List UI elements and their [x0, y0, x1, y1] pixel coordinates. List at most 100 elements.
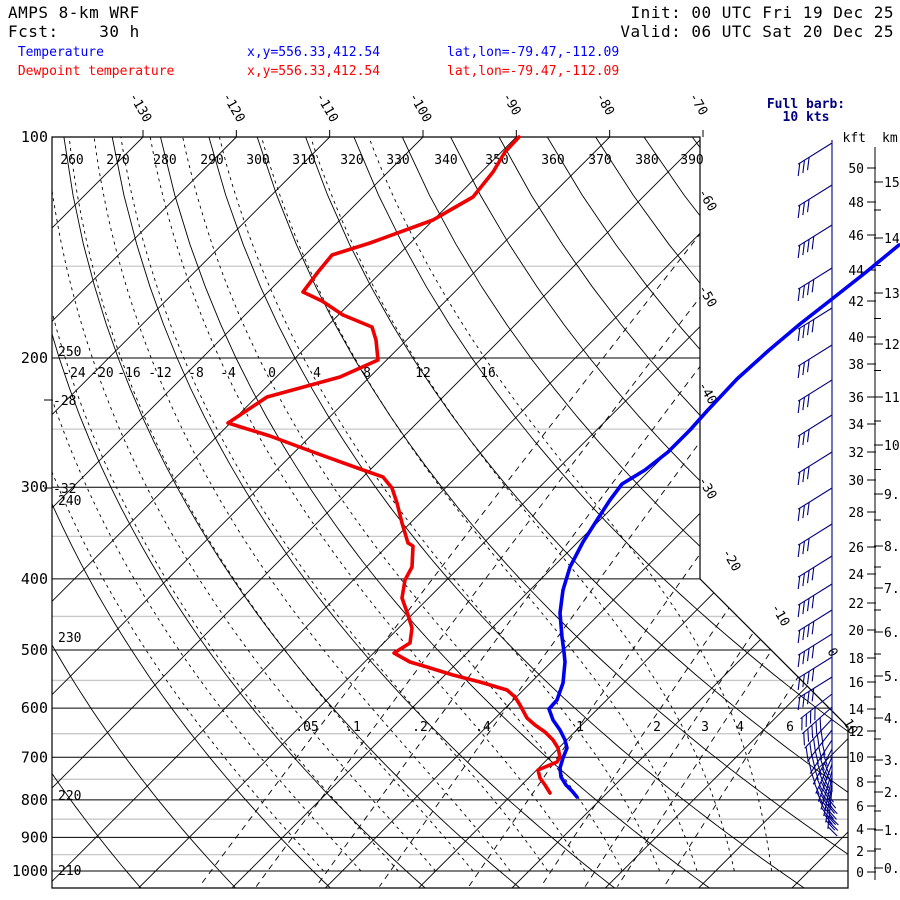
- mixing-ratio-line: [540, 137, 848, 887]
- wind-barb: [801, 706, 833, 735]
- isotherm-line: [138, 137, 848, 888]
- legend-dewpoint-label: Dewpoint temperature: [10, 64, 175, 79]
- dry-adiabat-line: [450, 137, 848, 888]
- wind-barb: [797, 379, 833, 402]
- wind-barb-feather: [802, 160, 805, 174]
- wind-barb-feather: [797, 604, 801, 618]
- wind-barb: [797, 609, 833, 632]
- isotherm-line: [52, 137, 144, 888]
- dry-adiabat-label-top: 330: [386, 153, 409, 168]
- wind-barb-feather: [806, 691, 810, 705]
- forecast-hour: Fcst: 30 h: [8, 22, 140, 41]
- wind-barb-feather: [797, 163, 801, 177]
- dry-adiabat-label-left: 210: [58, 864, 81, 879]
- wind-barb-feather: [802, 397, 805, 411]
- moist-adiabat-line: [93, 137, 511, 872]
- wind-barb-feather: [806, 598, 810, 612]
- km-label: 4.: [884, 712, 900, 727]
- wind-barb-feather: [811, 567, 815, 581]
- dry-adiabat-line: [0, 137, 47, 890]
- wind-barb-feather: [821, 742, 826, 756]
- wind-barb-feather: [802, 242, 805, 256]
- isotherm-label-top: -110: [312, 91, 341, 126]
- dry-adiabat-label-top: 270: [106, 153, 129, 168]
- mixing-ratio-line: [617, 137, 848, 887]
- wind-barb-feather: [797, 288, 801, 302]
- mixing-ratio-label: .2: [412, 720, 428, 735]
- wind-barb-feather: [828, 820, 839, 831]
- wind-barb: [815, 756, 833, 794]
- wind-barb-feather: [819, 717, 822, 731]
- wind-barb-feather: [797, 435, 801, 449]
- wind-barb-feather: [806, 671, 810, 685]
- moist-adiabat-line: [52, 137, 437, 872]
- dry-adiabat-line: [353, 137, 848, 888]
- wind-barb-feather: [806, 157, 810, 171]
- wind-barb-feather: [813, 782, 820, 795]
- moist-adiabat-line: [52, 137, 399, 872]
- wind-barb-feather: [797, 365, 801, 379]
- pressure-label: 300: [21, 478, 48, 496]
- wind-barb: [817, 763, 833, 802]
- kft-label: 20: [848, 624, 864, 639]
- isotherm-line: [52, 137, 704, 888]
- mixing-ratio-label: 6: [786, 720, 794, 735]
- kft-label: 28: [848, 506, 864, 521]
- kft-label: 40: [848, 331, 864, 346]
- wind-barb: [800, 693, 833, 720]
- pressure-label: 900: [21, 828, 48, 846]
- isotherm-label-right: -20: [719, 547, 744, 575]
- pressure-label: 700: [21, 748, 48, 766]
- kft-label: 50: [848, 162, 864, 177]
- moist-adiabat-line: [149, 137, 586, 872]
- wind-barb-feather: [806, 239, 810, 253]
- kft-label: 26: [848, 541, 864, 556]
- kft-label: 48: [848, 196, 864, 211]
- wind-barb-feather: [806, 538, 810, 552]
- moist-adiabat-label: -20: [90, 366, 113, 381]
- wind-barb: [804, 718, 833, 749]
- wind-barb-feather: [811, 595, 815, 609]
- wind-barb: [827, 788, 833, 829]
- km-label: 13.: [884, 287, 900, 302]
- wind-barb-feather: [825, 771, 832, 784]
- wind-barb-feather: [802, 541, 805, 555]
- wind-barb-feather: [806, 199, 810, 213]
- wind-barb-feather: [806, 282, 810, 296]
- wind-barb-feather: [802, 432, 805, 446]
- isotherm-label-right: -60: [695, 187, 720, 215]
- kft-label: 2: [856, 845, 864, 860]
- wind-barb-feather: [797, 677, 801, 691]
- moist-adiabat-line: [261, 137, 698, 872]
- pressure-label: 600: [21, 699, 48, 717]
- wind-barb-feather: [811, 621, 815, 635]
- mixing-ratio-line: [198, 137, 777, 887]
- wind-barb-feather: [811, 688, 815, 702]
- kft-label: 4: [856, 823, 864, 838]
- pressure-label: 100: [21, 128, 48, 146]
- kft-label: 24: [848, 568, 864, 583]
- moist-adiabat-label: -12: [148, 366, 171, 381]
- wind-barb-feather: [797, 472, 801, 486]
- dry-adiabat-line: [52, 137, 333, 888]
- wind-barb-feather: [811, 668, 815, 682]
- kft-label: 18: [848, 652, 864, 667]
- init-time: Init: 00 UTC Fri 19 Dec 25: [630, 3, 894, 22]
- km-axis-title: km: [882, 131, 898, 146]
- dewpoint-trace: [226, 135, 562, 795]
- dry-adiabat-label-left: 240: [58, 494, 81, 509]
- isotherm-label-top: -70: [686, 91, 711, 119]
- kft-label: 16: [848, 676, 864, 691]
- mixing-ratio-label: .1: [345, 720, 361, 735]
- moist-adiabat-label: 4: [313, 366, 321, 381]
- kft-label: 0: [856, 866, 864, 881]
- wind-barb-feather: [802, 505, 805, 519]
- isotherm-line: [52, 137, 424, 888]
- kft-label: 14: [848, 703, 864, 718]
- wind-barb-feather: [816, 734, 820, 748]
- isotherm-line: [511, 137, 848, 888]
- km-label: 3.: [884, 754, 900, 769]
- wind-barb: [797, 307, 833, 330]
- kft-label: 36: [848, 391, 864, 406]
